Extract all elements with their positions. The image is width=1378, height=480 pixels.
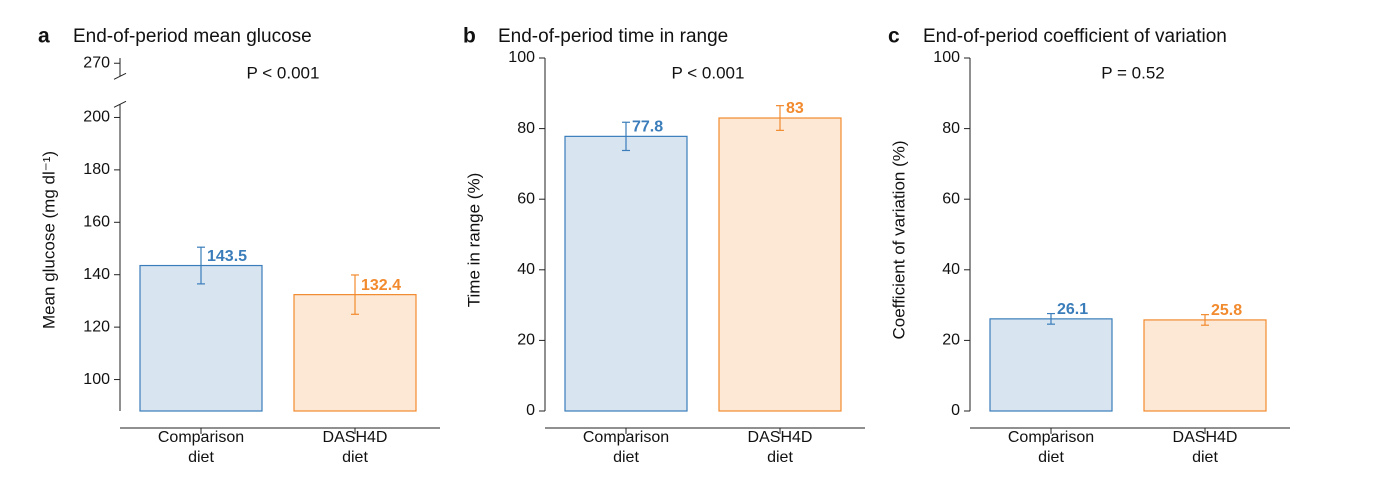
- x-tick-label: Comparison diet: [1007, 429, 1095, 466]
- bar: [564, 135, 688, 412]
- y-tick-label: 0: [526, 402, 535, 419]
- panel-title: End-of-period mean glucose: [73, 26, 312, 47]
- y-tick-label: 100: [933, 49, 960, 66]
- y-tick-label: 40: [517, 261, 535, 278]
- bar: [1143, 319, 1267, 412]
- y-tick-label: 80: [942, 120, 960, 137]
- y-tick-label: 140: [83, 266, 110, 283]
- p-value: P = 0.52: [1101, 63, 1165, 82]
- error-bar: [622, 121, 630, 152]
- y-tick-label: 80: [517, 120, 535, 137]
- panel-letter: b: [463, 25, 476, 48]
- panel-title: End-of-period coefficient of variation: [923, 26, 1227, 47]
- value-label: 143.5: [207, 248, 247, 265]
- y-tick-label: 160: [83, 214, 110, 231]
- bar: [989, 318, 1113, 412]
- panel-letter: c: [888, 25, 900, 48]
- y-tick-label: 120: [83, 318, 110, 335]
- panel-letter: a: [38, 25, 50, 48]
- y-tick-label: 20: [942, 332, 960, 349]
- panel-title: End-of-period time in range: [498, 26, 728, 47]
- y-tick-label: 100: [83, 371, 110, 388]
- x-tick-label: Comparison diet: [157, 429, 245, 466]
- bar: [718, 117, 842, 412]
- value-label: 83: [786, 100, 804, 117]
- y-tick-label: 60: [942, 190, 960, 207]
- x-tick-label: DASH4D diet: [747, 429, 813, 466]
- y-tick-label: 180: [83, 161, 110, 178]
- x-tick-label: DASH4D diet: [1172, 429, 1238, 466]
- error-bar: [776, 105, 784, 131]
- y-tick-label: 0: [951, 402, 960, 419]
- value-label: 26.1: [1057, 301, 1088, 318]
- error-bar: [197, 246, 205, 285]
- y-tick-label: 100: [508, 49, 535, 66]
- error-bar: [1201, 314, 1209, 326]
- axis-break: [113, 72, 127, 80]
- p-value: P < 0.001: [247, 63, 320, 82]
- error-bar: [1047, 312, 1055, 325]
- x-tick-label: Comparison diet: [582, 429, 670, 466]
- y-tick-label: 40: [942, 261, 960, 278]
- value-label: 77.8: [632, 119, 663, 136]
- axis-break: [113, 100, 127, 108]
- error-bar: [351, 274, 359, 315]
- y-axis-label: Time in range (%): [464, 173, 483, 307]
- y-tick-label: 20: [517, 332, 535, 349]
- y-tick-label: 200: [83, 109, 110, 126]
- y-tick-label: 60: [517, 190, 535, 207]
- x-tick-label: DASH4D diet: [322, 429, 388, 466]
- bar: [139, 264, 263, 412]
- p-value: P < 0.001: [672, 63, 745, 82]
- value-label: 25.8: [1211, 302, 1242, 319]
- y-axis-label: Coefficient of variation (%): [889, 140, 908, 339]
- value-label: 132.4: [361, 277, 401, 294]
- y-tick-label: 270: [83, 54, 110, 71]
- y-axis-label: Mean glucose (mg dl⁻¹): [39, 151, 58, 329]
